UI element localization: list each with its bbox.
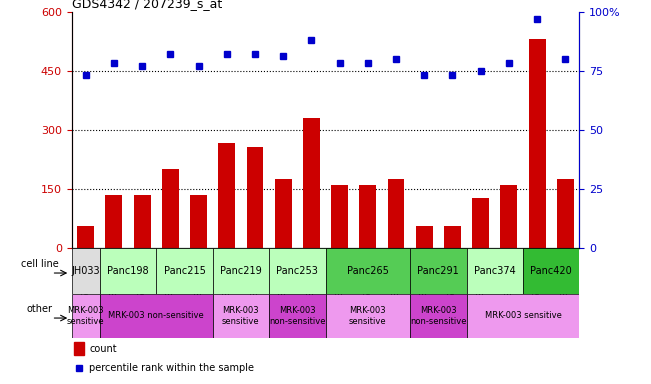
Text: MRK-003
non-sensitive: MRK-003 non-sensitive <box>410 306 467 326</box>
Bar <box>410 248 467 294</box>
Bar <box>387 179 404 248</box>
Text: MRK-003 sensitive: MRK-003 sensitive <box>484 311 561 320</box>
Bar <box>467 294 579 338</box>
Bar <box>105 195 122 248</box>
Bar <box>190 195 207 248</box>
Text: Panc374: Panc374 <box>474 266 516 276</box>
Text: Panc219: Panc219 <box>220 266 262 276</box>
Bar <box>326 294 410 338</box>
Text: Panc291: Panc291 <box>417 266 459 276</box>
Text: Panc420: Panc420 <box>531 266 572 276</box>
Bar <box>156 248 213 294</box>
Bar <box>74 342 84 355</box>
Bar <box>213 248 269 294</box>
Bar <box>162 169 179 248</box>
Bar <box>303 118 320 248</box>
Bar <box>359 185 376 248</box>
Bar <box>467 248 523 294</box>
Bar <box>529 39 546 248</box>
Bar <box>100 294 213 338</box>
Bar <box>100 248 156 294</box>
Bar <box>218 143 235 248</box>
Bar <box>247 147 264 248</box>
Bar <box>472 199 489 248</box>
Bar <box>410 294 467 338</box>
Bar <box>444 226 461 248</box>
Text: Panc265: Panc265 <box>347 266 389 276</box>
Bar <box>77 226 94 248</box>
Bar <box>269 294 326 338</box>
Text: Panc215: Panc215 <box>163 266 205 276</box>
Bar <box>213 294 269 338</box>
Text: GDS4342 / 207239_s_at: GDS4342 / 207239_s_at <box>72 0 222 10</box>
Text: other: other <box>27 304 52 314</box>
Text: Panc198: Panc198 <box>107 266 149 276</box>
Text: Panc253: Panc253 <box>277 266 318 276</box>
Text: MRK-003
sensitive: MRK-003 sensitive <box>349 306 387 326</box>
Bar <box>557 179 574 248</box>
Bar <box>416 226 433 248</box>
Text: count: count <box>89 344 117 354</box>
Text: MRK-003
sensitive: MRK-003 sensitive <box>67 306 105 326</box>
Bar <box>331 185 348 248</box>
Bar <box>501 185 518 248</box>
Bar <box>72 248 100 294</box>
Bar <box>275 179 292 248</box>
Text: cell line: cell line <box>21 259 58 269</box>
Bar <box>133 195 150 248</box>
Text: MRK-003
non-sensitive: MRK-003 non-sensitive <box>269 306 326 326</box>
Bar <box>269 248 326 294</box>
Bar <box>523 248 579 294</box>
Bar <box>72 294 100 338</box>
Text: MRK-003
sensitive: MRK-003 sensitive <box>222 306 260 326</box>
Text: percentile rank within the sample: percentile rank within the sample <box>89 363 255 373</box>
Text: MRK-003 non-sensitive: MRK-003 non-sensitive <box>108 311 204 320</box>
Bar <box>326 248 410 294</box>
Text: JH033: JH033 <box>72 266 100 276</box>
